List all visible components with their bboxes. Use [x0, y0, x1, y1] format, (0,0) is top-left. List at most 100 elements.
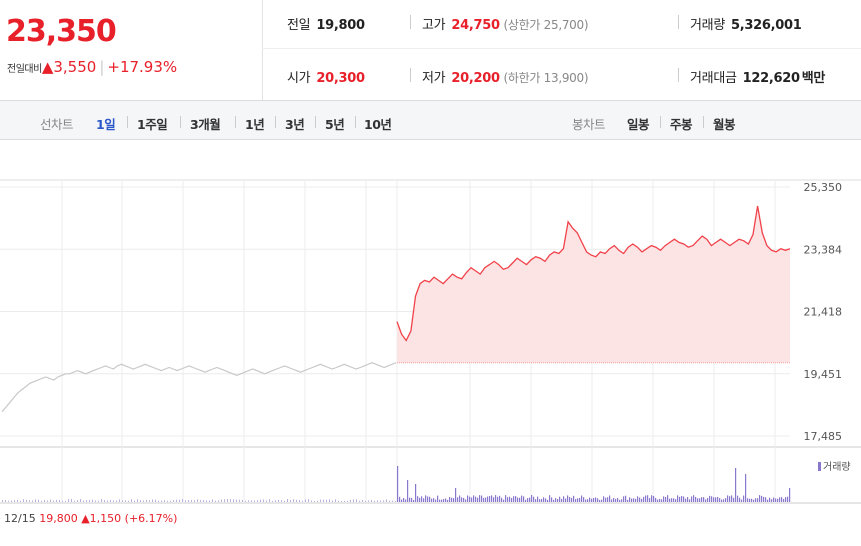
volume-bar [323, 499, 324, 502]
volume-bar [479, 495, 481, 502]
tab-weekly[interactable]: 주봉 [670, 117, 693, 132]
volume-bar [451, 497, 453, 502]
volume-bar [507, 497, 509, 502]
volume-bar [431, 498, 433, 502]
volume-bar [775, 498, 777, 502]
volume-bar [621, 499, 623, 502]
volume-bar [619, 499, 621, 502]
volume-bar [679, 496, 681, 502]
volume-bar [170, 500, 171, 502]
change-percent: +17.93% [107, 58, 178, 76]
volume-bar [655, 497, 657, 502]
tab-1y[interactable]: 1년 [245, 117, 265, 132]
volume-bar [639, 497, 641, 502]
volume-bar [631, 498, 633, 502]
tab-1d[interactable]: 1일 [96, 117, 116, 132]
volume-bar [503, 499, 505, 502]
volume-bar [158, 500, 159, 502]
volume-bar [465, 499, 467, 502]
tab-3y[interactable]: 3년 [285, 117, 305, 132]
volume-bar [101, 499, 102, 502]
volume-bar [423, 498, 425, 502]
open-price: 시가 20,300 [287, 71, 365, 86]
volume-bar [509, 496, 511, 502]
volume-bar [673, 498, 675, 502]
volume-bar [717, 496, 719, 502]
volume-bar [695, 496, 697, 502]
volume-bar [663, 496, 665, 502]
volume-bar [221, 499, 222, 502]
volume-bar [239, 499, 240, 502]
volume-bar [691, 496, 693, 502]
volume-bar [125, 500, 126, 502]
volume-bar [571, 498, 573, 502]
tab-10y[interactable]: 10년 [364, 117, 392, 132]
volume-bar [635, 498, 637, 502]
volume-bar [212, 499, 213, 502]
volume-bar [677, 495, 679, 502]
volume-bar [535, 499, 537, 502]
tab-3m[interactable]: 3개월 [190, 117, 221, 132]
volume-bar [765, 497, 767, 502]
volume-bar [427, 496, 429, 502]
volume-bar [545, 498, 547, 502]
volume-bar [257, 500, 258, 502]
volume-bar [789, 488, 791, 502]
volume-bar [461, 497, 463, 502]
volume-bar [44, 500, 45, 502]
volume-bar [254, 500, 255, 502]
tab-monthly[interactable]: 월봉 [713, 117, 736, 132]
volume-bar [317, 500, 318, 502]
volume-bar [487, 496, 489, 502]
volume-bar [35, 499, 36, 502]
volume-bar [383, 500, 384, 502]
volume-bar [417, 496, 419, 502]
volume-bar [645, 495, 647, 502]
volume-bar [557, 499, 559, 502]
y-tick-label: 19,451 [804, 368, 843, 381]
volume-bar [110, 499, 111, 502]
volume-bar [248, 500, 249, 502]
volume-bar [617, 498, 619, 502]
volume-bar [725, 498, 727, 502]
volume-bar [329, 499, 330, 502]
volume-bar [425, 495, 427, 502]
volume-bar [735, 468, 737, 502]
volume-bar [625, 495, 627, 502]
volume-bar [17, 499, 18, 502]
volume-bar [473, 495, 475, 502]
volume-bar [128, 500, 129, 502]
line-chart-label: 선차트 [40, 117, 74, 132]
volume-bar [699, 498, 701, 502]
volume-bar [65, 500, 66, 502]
volume-bar [539, 499, 541, 502]
volume-bar [188, 500, 189, 502]
tab-5y[interactable]: 5년 [325, 117, 345, 132]
volume-bar [11, 500, 12, 502]
volume-bar [711, 496, 713, 502]
volume-bar [675, 499, 677, 502]
volume-bar [773, 497, 775, 502]
volume-bar [555, 498, 557, 502]
volume-bar [707, 498, 709, 502]
volume-bar [362, 500, 363, 502]
volume-bar [583, 497, 585, 502]
volume-bar [338, 500, 339, 502]
volume-bar [519, 497, 521, 502]
tab-1w[interactable]: 1주일 [137, 117, 168, 132]
volume-bar [41, 500, 42, 502]
volume-bar [633, 498, 635, 502]
volume-bar [609, 495, 611, 502]
volume-bar [525, 499, 527, 502]
volume-bar [669, 498, 671, 502]
volume-bar [56, 499, 57, 502]
volume-bar [649, 498, 651, 502]
volume-bar [561, 498, 563, 502]
volume-bar [176, 499, 177, 502]
tab-daily[interactable]: 일봉 [627, 117, 650, 132]
volume-bar [409, 497, 411, 502]
today-area-fill [397, 206, 790, 363]
change-label: 전일대비 [7, 64, 42, 75]
volume-bar [47, 500, 48, 502]
volume-bar [493, 497, 495, 502]
